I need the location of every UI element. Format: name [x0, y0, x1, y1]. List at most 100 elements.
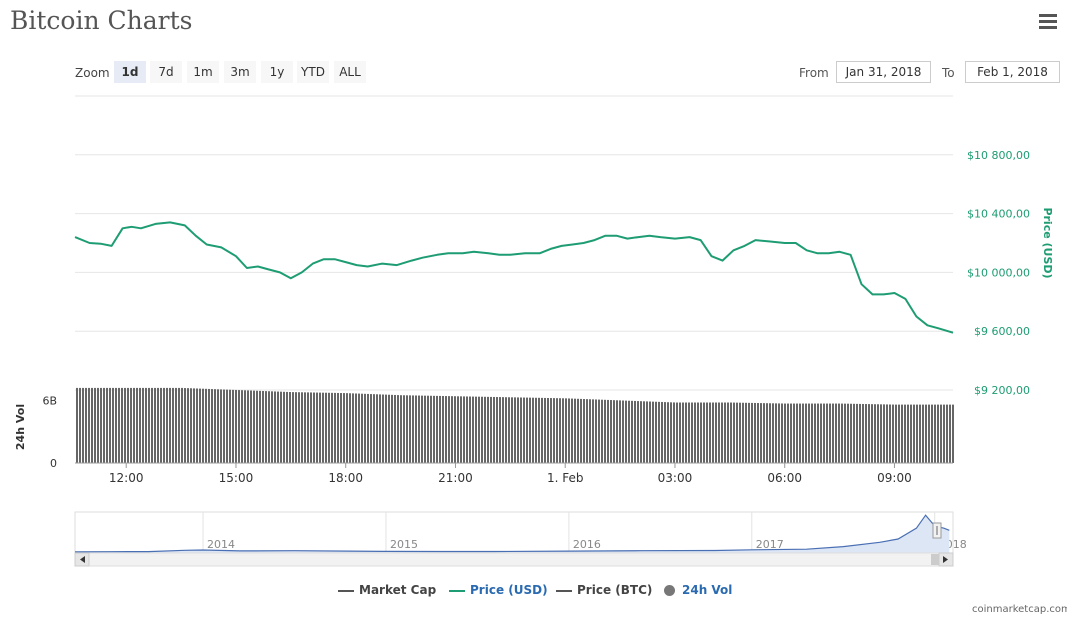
volume-axis-label: 24h Vol: [14, 404, 27, 450]
zoom-ytd-button[interactable]: YTD: [297, 61, 329, 83]
volume-bar: [112, 387, 114, 463]
volume-bar: [223, 389, 225, 463]
volume-bar: [853, 403, 855, 463]
volume-bar: [505, 397, 507, 463]
volume-bar: [655, 401, 657, 463]
volume-bar: [883, 404, 885, 463]
x-tick-label: 03:00: [658, 471, 693, 485]
legend-price-btc[interactable]: Price (BTC): [556, 583, 652, 597]
volume-bar: [436, 395, 438, 463]
volume-bar: [415, 395, 417, 463]
volume-bar: [307, 392, 309, 463]
volume-bar: [724, 402, 726, 463]
volume-bar: [898, 404, 900, 463]
volume-bar: [799, 403, 801, 463]
from-date-input[interactable]: Jan 31, 2018: [836, 61, 931, 83]
volume-bar: [940, 404, 942, 463]
volume-bar: [712, 402, 714, 463]
x-tick-label: 06:00: [767, 471, 802, 485]
zoom-3m-button[interactable]: 3m: [224, 61, 256, 83]
volume-bar: [124, 387, 126, 463]
volume-bar: [835, 403, 837, 463]
volume-bar: [364, 393, 366, 463]
zoom-all-button[interactable]: ALL: [334, 61, 366, 83]
volume-bar: [661, 401, 663, 463]
volume-bar: [868, 404, 870, 463]
volume-bar: [142, 387, 144, 463]
volume-bar: [97, 387, 99, 463]
legend-line-marker: [556, 589, 572, 592]
volume-bar: [904, 404, 906, 463]
volume-bar: [529, 397, 531, 463]
volume-bar: [103, 387, 105, 463]
volume-bar: [94, 387, 96, 463]
volume-bar: [865, 404, 867, 463]
volume-bar: [298, 392, 300, 463]
volume-bar: [718, 402, 720, 463]
volume-bar: [670, 402, 672, 463]
volume-bar: [199, 388, 201, 463]
legend-24h-vol[interactable]: 24h Vol: [664, 583, 732, 597]
volume-bar: [829, 403, 831, 463]
volume-bar: [943, 404, 945, 463]
volume-bar: [622, 400, 624, 463]
menu-icon[interactable]: [1039, 14, 1057, 29]
volume-bar: [127, 387, 129, 463]
volume-bar: [385, 394, 387, 463]
volume-bar: [946, 404, 948, 463]
volume-bar: [733, 402, 735, 463]
volume-bar: [526, 397, 528, 463]
volume-bar: [172, 387, 174, 463]
volume-bar: [841, 403, 843, 463]
volume-bar: [331, 392, 333, 463]
zoom-1y-button[interactable]: 1y: [261, 61, 293, 83]
volume-bar: [211, 389, 213, 463]
volume-bar: [823, 403, 825, 463]
volume-bar: [370, 394, 372, 463]
volume-bar: [784, 403, 786, 463]
navigator-tick-label: 2017: [756, 538, 784, 551]
volume-bar: [907, 404, 909, 463]
volume-bar: [694, 402, 696, 463]
zoom-1m-button[interactable]: 1m: [187, 61, 219, 83]
volume-bar: [577, 398, 579, 463]
zoom-1d-button[interactable]: 1d: [114, 61, 146, 83]
volume-bar: [346, 393, 348, 463]
volume-bar: [190, 388, 192, 463]
to-date-input[interactable]: Feb 1, 2018: [965, 61, 1060, 83]
volume-bar: [232, 389, 234, 463]
volume-bar: [277, 391, 279, 463]
legend-price-usd[interactable]: Price (USD): [449, 583, 548, 597]
volume-bar: [382, 394, 384, 463]
volume-bar: [406, 395, 408, 463]
volume-bar: [241, 390, 243, 463]
volume-bar: [862, 403, 864, 463]
volume-bar: [844, 403, 846, 463]
legend-line-marker: [449, 589, 465, 592]
volume-bar: [451, 396, 453, 463]
volume-bar: [115, 387, 117, 463]
volume-bar: [238, 390, 240, 463]
volume-bar: [283, 391, 285, 463]
credit-link[interactable]: coinmarketcap.com: [972, 604, 1067, 615]
volume-bar: [121, 387, 123, 463]
volume-bar: [556, 398, 558, 463]
volume-bar: [502, 397, 504, 463]
price-usd-line: [74, 221, 954, 334]
volume-bar: [796, 403, 798, 463]
volume-bar: [481, 396, 483, 463]
volume-bar: [586, 399, 588, 463]
volume-bar: [637, 401, 639, 463]
volume-bar: [652, 401, 654, 463]
volume-bar: [427, 395, 429, 463]
zoom-7d-button[interactable]: 7d: [150, 61, 182, 83]
volume-bar: [316, 392, 318, 463]
volume-bar: [79, 387, 81, 463]
volume-bar: [205, 388, 207, 463]
x-tick-label: 09:00: [877, 471, 912, 485]
volume-bar: [685, 402, 687, 463]
volume-bar: [706, 402, 708, 463]
x-tick-label: 12:00: [109, 471, 144, 485]
scrollbar-thumb: [931, 554, 939, 565]
legend-market-cap[interactable]: Market Cap: [338, 583, 436, 597]
